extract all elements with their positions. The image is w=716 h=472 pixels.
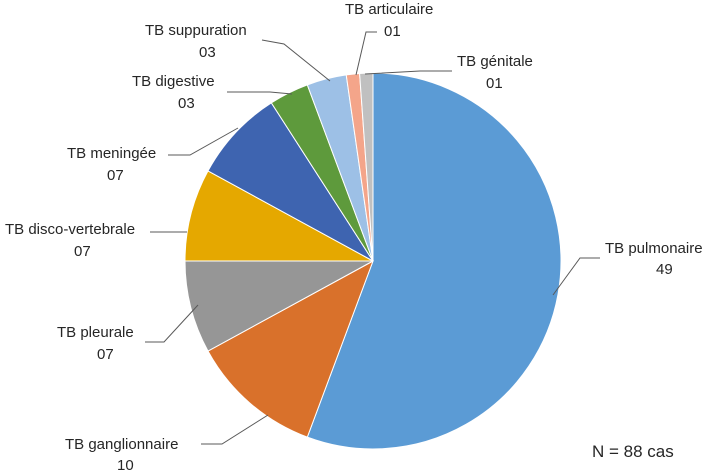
slice-tb-pulmonaire — [306, 72, 562, 450]
slice-name-label: TB ganglionnaire — [65, 436, 178, 453]
slice-value-label: 10 — [117, 457, 134, 472]
slice-name-label: TB meningée — [67, 145, 156, 162]
slice-name-label: TB suppuration — [145, 22, 247, 39]
leader-tb-pulmonaire — [552, 257, 600, 296]
slice-labels: TB pulmonaire 49 TB ganglionnaire 10 TB pleu… — [5, 1, 703, 472]
slice-name-label: TB disco-vertebrale — [5, 221, 135, 238]
slice-name-label: TB articulaire — [345, 1, 433, 18]
leader-tb-genitale — [364, 70, 452, 75]
leader-tb-digestive — [227, 91, 293, 95]
slice-value-label: 07 — [74, 243, 91, 260]
slice-name-label: TB pleurale — [57, 324, 134, 341]
slice-tb-meningee — [207, 102, 374, 262]
slice-value-label: 07 — [107, 167, 124, 184]
sample-size-note: N = 88 cas — [592, 442, 674, 461]
slice-value-label: 03 — [178, 95, 195, 112]
slice-name-label: TB pulmonaire — [605, 240, 703, 257]
slice-value-label: 49 — [656, 261, 673, 278]
leader-tb-suppuration — [261, 39, 331, 82]
slice-value-label: 07 — [97, 346, 114, 363]
slice-value-label: 03 — [199, 44, 216, 61]
leader-tb-meningee — [168, 127, 239, 156]
slice-name-label: TB génitale — [457, 53, 533, 70]
slice-value-label: 01 — [384, 23, 401, 40]
leader-tb-ganglionnaire — [201, 414, 269, 445]
slice-tb-genitale — [359, 72, 374, 262]
leader-tb-pleurale — [145, 304, 199, 343]
slice-value-label: 01 — [486, 75, 503, 92]
slice-name-label: TB digestive — [132, 73, 215, 90]
leader-lines — [145, 31, 600, 445]
slice-tb-ganglionnaire — [207, 259, 374, 438]
pie-slices — [184, 72, 562, 450]
slice-tb-disco-vertebrale — [184, 170, 374, 262]
slice-tb-pleurale — [184, 260, 374, 352]
leader-tb-articulaire — [355, 31, 377, 76]
